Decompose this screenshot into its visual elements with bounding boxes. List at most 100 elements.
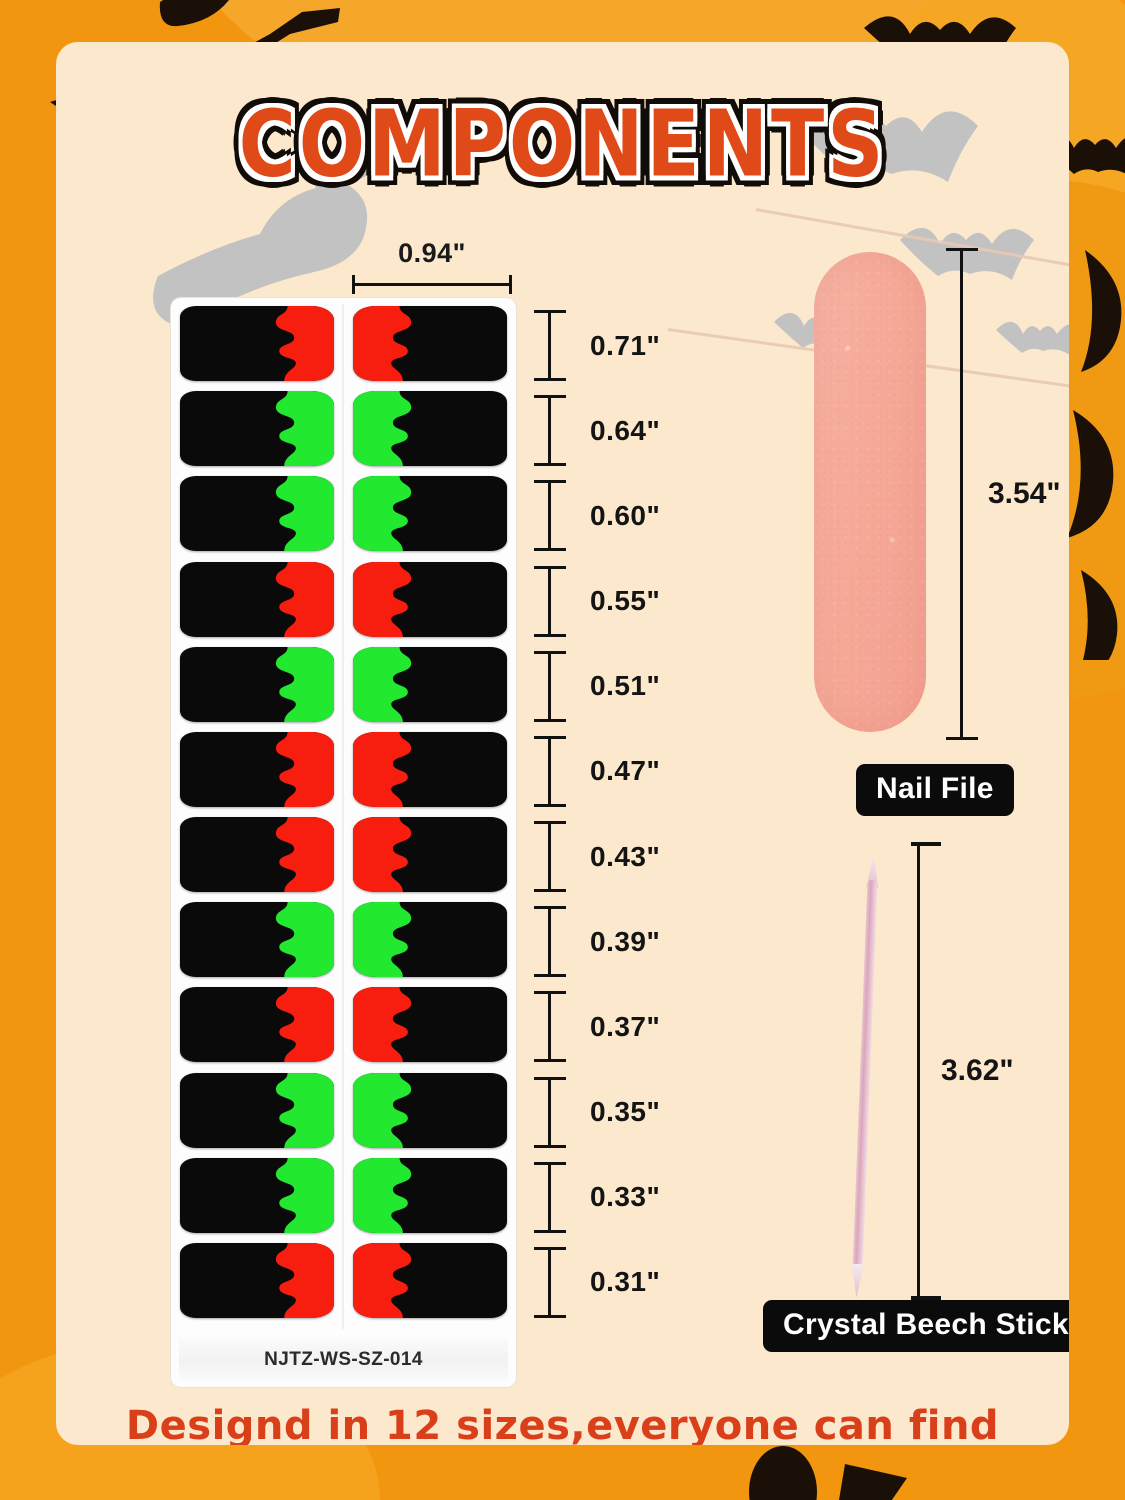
- scale-cap-bottom: [534, 1059, 566, 1063]
- bat-silhouette-icon: [996, 322, 1069, 355]
- size-scale-segment: 0.55": [534, 565, 764, 637]
- bracket-cap-left: [352, 275, 355, 294]
- drip-pattern: [353, 817, 436, 893]
- nail-strip-left[interactable]: [180, 1242, 334, 1318]
- nail-file-length-label: 3.54": [988, 477, 1061, 510]
- nail-strip-left[interactable]: [180, 646, 334, 722]
- product-code: NJTZ-WS-SZ-014: [264, 1349, 423, 1370]
- scale-stem: [548, 821, 551, 893]
- size-scale-segment: 0.35": [534, 1076, 764, 1148]
- scale-stem: [548, 991, 551, 1063]
- nail-strip-left[interactable]: [180, 561, 334, 637]
- nail-strip-right[interactable]: [353, 987, 507, 1063]
- nail-strip-left[interactable]: [180, 731, 334, 807]
- drip-pattern: [353, 987, 436, 1063]
- drip-pattern: [251, 1242, 334, 1318]
- size-label: 0.33": [590, 1181, 661, 1213]
- nail-strip-right[interactable]: [353, 817, 507, 893]
- crystal-beech-stick-badge: Crystal Beech Stick: [763, 1300, 1069, 1352]
- scale-stem: [548, 906, 551, 978]
- nail-strip-right[interactable]: [353, 391, 507, 467]
- flying-witch-silhouette-icon: [153, 118, 428, 324]
- size-label: 0.31": [590, 1266, 661, 1298]
- nail-file-badge: Nail File: [856, 764, 1014, 816]
- tagline: Designd in 12 sizes,everyone can find th…: [56, 1404, 1069, 1445]
- nail-strip-left[interactable]: [180, 306, 334, 382]
- nail-strip-left[interactable]: [180, 902, 334, 978]
- drip-pattern: [251, 561, 334, 637]
- scale-stem: [548, 735, 551, 807]
- scale-cap-bottom: [534, 718, 566, 722]
- dimension-cap-top: [911, 842, 941, 846]
- size-scale-segment: 0.31": [534, 1246, 764, 1318]
- drip-pattern: [353, 646, 436, 722]
- bracket-line: [352, 283, 512, 286]
- scale-cap-top: [534, 310, 566, 313]
- pumpkin-silhouette-icon: [749, 1446, 907, 1500]
- nail-strip-left[interactable]: [180, 1157, 334, 1233]
- nail-strip-sheet[interactable]: NJTZ-WS-SZ-014: [171, 298, 516, 1387]
- scale-cap-bottom: [534, 633, 566, 637]
- nail-strip-right[interactable]: [353, 476, 507, 552]
- size-label: 0.47": [590, 755, 661, 787]
- dimension-stem: [960, 248, 963, 740]
- nail-row[interactable]: [171, 389, 516, 468]
- drip-pattern: [251, 391, 334, 467]
- drip-pattern: [251, 902, 334, 978]
- size-label: 0.39": [590, 925, 661, 957]
- page-title: COMPONENTS: [56, 92, 1069, 198]
- crystal-stick-length-label: 3.62": [941, 1054, 1014, 1087]
- stick-body: [852, 879, 878, 1273]
- size-scale-segment: 0.47": [534, 735, 764, 807]
- scale-cap-top: [534, 650, 566, 654]
- nail-row[interactable]: [171, 474, 516, 553]
- nail-strip-right[interactable]: [353, 306, 507, 382]
- size-scale-segment: 0.71": [534, 310, 764, 382]
- bat-silhouette-icon: [796, 110, 978, 182]
- drip-pattern: [353, 476, 436, 552]
- nail-strip-right[interactable]: [353, 1157, 507, 1233]
- nail-strip-left[interactable]: [180, 391, 334, 467]
- jack-o-lantern-icon: [1067, 250, 1122, 660]
- size-label: 0.64": [590, 414, 661, 446]
- scale-cap-bottom: [534, 889, 566, 893]
- nail-strip-left[interactable]: [180, 1072, 334, 1148]
- crystal-stick-length-dimension: 3.62": [911, 842, 1069, 1300]
- nail-row[interactable]: [171, 730, 516, 809]
- nail-row[interactable]: [171, 1156, 516, 1235]
- drip-pattern: [353, 1072, 436, 1148]
- drip-pattern: [251, 476, 334, 552]
- nail-row[interactable]: [171, 985, 516, 1064]
- nail-row[interactable]: [171, 900, 516, 979]
- nail-strip-right[interactable]: [353, 731, 507, 807]
- nail-strip-right[interactable]: [353, 1072, 507, 1148]
- dimension-cap-bottom: [946, 737, 978, 740]
- nail-row[interactable]: [171, 645, 516, 724]
- scale-cap-bottom: [534, 463, 566, 467]
- size-scale-segment: 0.33": [534, 1161, 764, 1233]
- scale-stem: [548, 650, 551, 722]
- drip-pattern: [251, 646, 334, 722]
- nail-strip-left[interactable]: [180, 817, 334, 893]
- nail-strip-right[interactable]: [353, 646, 507, 722]
- nail-strip-right[interactable]: [353, 1242, 507, 1318]
- nail-strip-right[interactable]: [353, 561, 507, 637]
- nail-row[interactable]: [171, 560, 516, 639]
- nail-row[interactable]: [171, 1241, 516, 1320]
- nail-row[interactable]: [171, 1071, 516, 1150]
- nail-strip-left[interactable]: [180, 987, 334, 1063]
- dimension-stem: [917, 842, 920, 1300]
- scale-stem: [548, 1076, 551, 1148]
- nail-row[interactable]: [171, 815, 516, 894]
- scale-cap-top: [534, 1161, 566, 1165]
- nail-strip-right[interactable]: [353, 902, 507, 978]
- nail-strip-left[interactable]: [180, 476, 334, 552]
- scale-stem: [548, 565, 551, 637]
- scale-cap-bottom: [534, 1314, 566, 1318]
- scale-cap-top: [534, 1246, 566, 1250]
- dimension-cap-bottom: [911, 1296, 941, 1300]
- size-label: 0.55": [590, 585, 661, 617]
- size-scale-segment: 0.60": [534, 480, 764, 552]
- nail-row[interactable]: [171, 304, 516, 383]
- content-panel: COMPONENTS 0.94" NJTZ-WS-SZ-014 0.71" 0.6…: [56, 42, 1069, 1445]
